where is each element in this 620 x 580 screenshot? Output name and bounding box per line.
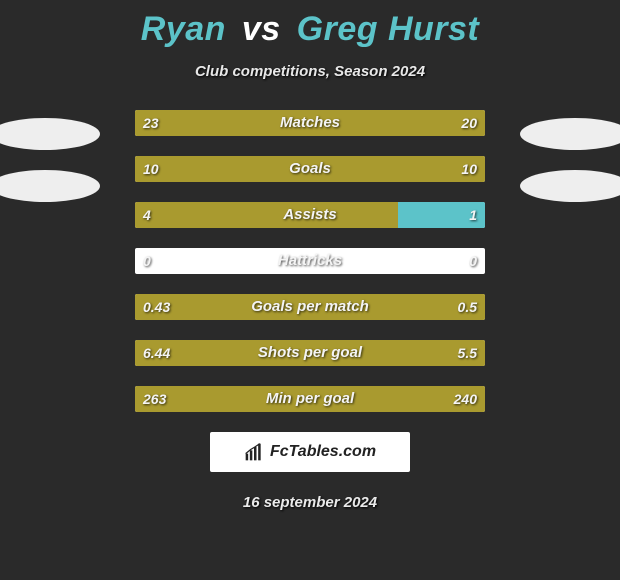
stat-value-right: 20 <box>453 110 485 136</box>
player2-badge-stack <box>520 118 620 222</box>
player1-badge-stack <box>0 118 100 222</box>
player2-name: Greg Hurst <box>297 10 480 48</box>
player1-name: Ryan <box>141 10 226 48</box>
stat-row: 23Matches20 <box>135 110 485 136</box>
stats-container: 23Matches2010Goals104Assists10Hattricks0… <box>135 110 485 412</box>
ellipse-decor <box>520 118 620 150</box>
stat-label: Assists <box>135 202 485 228</box>
stat-row: 0.43Goals per match0.5 <box>135 294 485 320</box>
stat-label: Goals per match <box>135 294 485 320</box>
site-badge[interactable]: FcTables.com <box>210 432 410 472</box>
date-text: 16 september 2024 <box>0 494 620 511</box>
stat-row: 6.44Shots per goal5.5 <box>135 340 485 366</box>
chart-icon <box>244 442 264 462</box>
stat-row: 10Goals10 <box>135 156 485 182</box>
stat-label: Goals <box>135 156 485 182</box>
vs-text: vs <box>242 10 281 48</box>
stat-row: 263Min per goal240 <box>135 386 485 412</box>
site-badge-text: FcTables.com <box>270 443 376 461</box>
ellipse-decor <box>520 170 620 202</box>
stat-value-right: 1 <box>461 202 485 228</box>
stat-value-right: 5.5 <box>450 340 485 366</box>
stat-row: 0Hattricks0 <box>135 248 485 274</box>
stat-value-right: 240 <box>446 386 485 412</box>
ellipse-decor <box>0 170 100 202</box>
stat-value-right: 10 <box>453 156 485 182</box>
stat-label: Min per goal <box>135 386 485 412</box>
stat-label: Hattricks <box>135 248 485 274</box>
stat-row: 4Assists1 <box>135 202 485 228</box>
subtitle: Club competitions, Season 2024 <box>0 63 620 80</box>
stat-label: Shots per goal <box>135 340 485 366</box>
stat-label: Matches <box>135 110 485 136</box>
ellipse-decor <box>0 118 100 150</box>
stat-value-right: 0 <box>461 248 485 274</box>
stat-value-right: 0.5 <box>450 294 485 320</box>
page-title: Ryan vs Greg Hurst <box>0 0 620 49</box>
